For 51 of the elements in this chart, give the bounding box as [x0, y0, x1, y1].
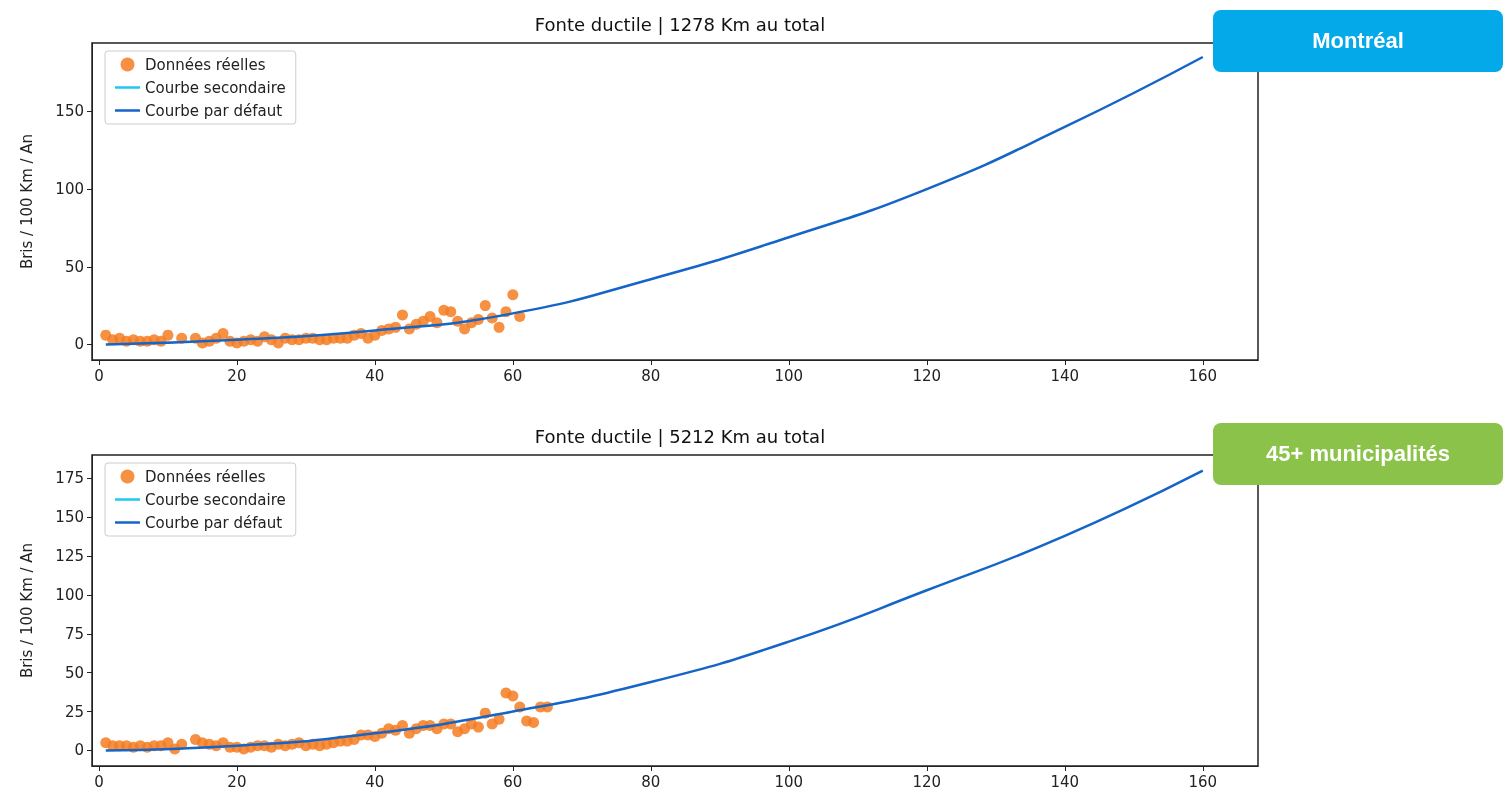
legend-label: Courbe par défaut: [145, 101, 283, 120]
y-axis-title: Bris / 100 Km / An: [17, 542, 36, 679]
legend-label: Courbe secondaire: [145, 490, 286, 509]
chart-title: Fonte ductile | 5212 Km au total: [534, 425, 826, 447]
x-tick-label: 140: [1050, 772, 1080, 791]
point: [162, 329, 174, 341]
x-tick-label: 40: [365, 366, 385, 385]
y-tick-label: 50: [64, 257, 84, 276]
x-tick-label: 160: [1188, 772, 1218, 791]
point: [424, 310, 436, 322]
x-tick-label: 80: [641, 772, 661, 791]
point: [217, 328, 229, 340]
x-tick-label: 120: [912, 366, 942, 385]
x-tick-label: 160: [1188, 366, 1218, 385]
x-tick-label: 0: [94, 366, 104, 385]
x-tick-label: 100: [774, 772, 804, 791]
label-badge: Montréal: [1213, 10, 1503, 72]
x-tick-label: 60: [503, 366, 523, 385]
legend-label: Données réelles: [145, 467, 266, 486]
point: [445, 306, 457, 318]
chart-title: Fonte ductile | 1278 Km au total: [534, 13, 826, 35]
legend-label: Données réelles: [145, 55, 266, 74]
point: [396, 309, 408, 321]
y-tick-label: 175: [55, 469, 84, 488]
point: [459, 323, 471, 335]
y-tick-label: 0: [74, 335, 84, 354]
y-tick-label: 25: [64, 702, 84, 721]
y-tick-label: 150: [55, 102, 84, 121]
x-tick-label: 140: [1050, 366, 1080, 385]
point: [507, 289, 519, 301]
point: [493, 321, 505, 333]
x-tick-label: 60: [503, 772, 523, 791]
x-tick-label: 80: [641, 366, 661, 385]
y-tick-label: 100: [55, 585, 84, 604]
point: [479, 300, 491, 312]
x-tick-label: 100: [774, 366, 804, 385]
y-tick-label: 100: [55, 180, 84, 199]
x-tick-label: 20: [227, 772, 247, 791]
y-tick-label: 150: [55, 508, 84, 527]
label-badge: 45+ municipalités: [1213, 423, 1503, 485]
legend-label: Courbe par défaut: [145, 513, 283, 532]
legend-label: Courbe secondaire: [145, 78, 286, 97]
y-tick-label: 75: [64, 624, 84, 643]
x-tick-label: 0: [94, 772, 104, 791]
x-tick-label: 20: [227, 366, 247, 385]
y-tick-label: 50: [64, 663, 84, 682]
x-tick-label: 40: [365, 772, 385, 791]
y-tick-label: 125: [55, 547, 84, 566]
y-tick-label: 0: [74, 741, 84, 760]
x-tick-label: 120: [912, 772, 942, 791]
y-axis-title: Bris / 100 Km / An: [17, 133, 36, 270]
